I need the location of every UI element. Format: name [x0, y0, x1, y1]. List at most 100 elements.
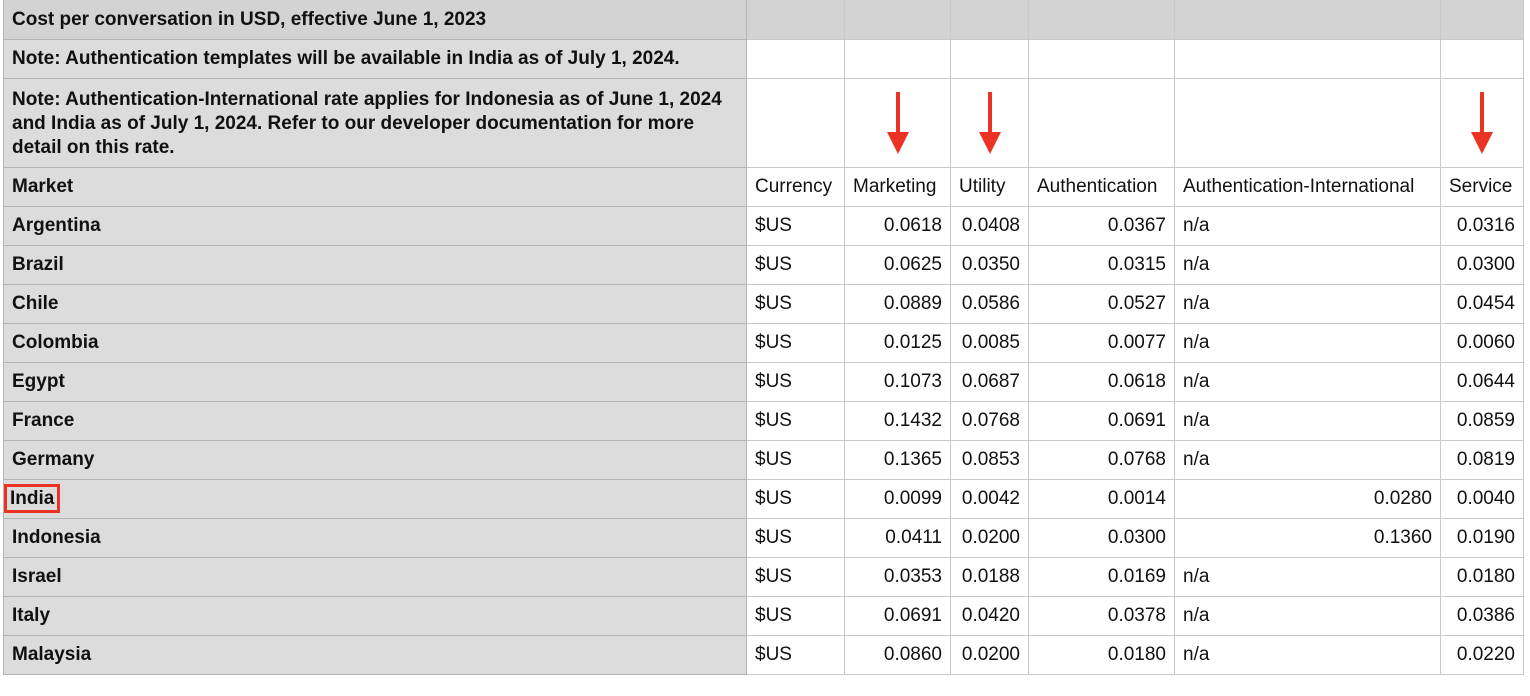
cell-service[interactable]: 0.0040 [1440, 479, 1524, 519]
cell-service[interactable]: 0.0454 [1440, 284, 1524, 324]
cell-auth-intl[interactable]: n/a [1174, 323, 1441, 363]
cell-currency[interactable]: $US [746, 635, 845, 675]
header-market[interactable]: Market [3, 167, 747, 207]
cell-utility[interactable]: 0.0420 [950, 596, 1029, 636]
market-cell[interactable]: Italy [3, 596, 747, 636]
cell-auth-intl[interactable]: n/a [1174, 401, 1441, 441]
cell-marketing[interactable]: 0.0860 [844, 635, 951, 675]
market-cell[interactable]: Egypt [3, 362, 747, 402]
market-cell[interactable]: Indonesia [3, 518, 747, 558]
cell-marketing[interactable]: 0.0691 [844, 596, 951, 636]
cell-marketing[interactable]: 0.0625 [844, 245, 951, 285]
cell-auth-intl[interactable]: 0.1360 [1174, 518, 1441, 558]
cell-authentication[interactable]: 0.0367 [1028, 206, 1175, 246]
market-cell[interactable]: Argentina [3, 206, 747, 246]
cell-marketing[interactable]: 0.1432 [844, 401, 951, 441]
cell-currency[interactable]: $US [746, 596, 845, 636]
cell-service[interactable]: 0.0060 [1440, 323, 1524, 363]
cell-utility[interactable]: 0.0200 [950, 518, 1029, 558]
cell-authentication[interactable]: 0.0768 [1028, 440, 1175, 480]
cell-currency[interactable]: $US [746, 323, 845, 363]
cell-authentication[interactable]: 0.0014 [1028, 479, 1175, 519]
header-authentication-international[interactable]: Authentication-International [1174, 167, 1441, 207]
cell-currency[interactable]: $US [746, 518, 845, 558]
cell-auth-intl[interactable]: n/a [1174, 635, 1441, 675]
empty-cell[interactable] [1028, 39, 1175, 79]
cell-authentication[interactable]: 0.0691 [1028, 401, 1175, 441]
cell-auth-intl[interactable]: n/a [1174, 206, 1441, 246]
cell-service[interactable]: 0.0644 [1440, 362, 1524, 402]
cell-marketing[interactable]: 0.1365 [844, 440, 951, 480]
cell-marketing[interactable]: 0.0099 [844, 479, 951, 519]
empty-cell[interactable] [950, 39, 1029, 79]
cell-currency[interactable]: $US [746, 557, 845, 597]
market-cell[interactable]: Israel [3, 557, 747, 597]
cell-currency[interactable]: $US [746, 479, 845, 519]
cell-auth-intl[interactable]: n/a [1174, 557, 1441, 597]
market-cell[interactable]: Chile [3, 284, 747, 324]
cell-authentication[interactable]: 0.0169 [1028, 557, 1175, 597]
arrow-cell-marketing[interactable] [844, 78, 951, 168]
cell-marketing[interactable]: 0.1073 [844, 362, 951, 402]
sheet-title[interactable]: Cost per conversation in USD, effective … [3, 0, 747, 40]
cell-authentication[interactable]: 0.0300 [1028, 518, 1175, 558]
cell-marketing[interactable]: 0.0125 [844, 323, 951, 363]
market-cell[interactable]: Germany [3, 440, 747, 480]
cell-service[interactable]: 0.0300 [1440, 245, 1524, 285]
market-cell[interactable]: France [3, 401, 747, 441]
cell-utility[interactable]: 0.0687 [950, 362, 1029, 402]
cell-authentication[interactable]: 0.0077 [1028, 323, 1175, 363]
cell-authentication[interactable]: 0.0618 [1028, 362, 1175, 402]
cell-service[interactable]: 0.0190 [1440, 518, 1524, 558]
cell-authentication[interactable]: 0.0378 [1028, 596, 1175, 636]
cell-authentication[interactable]: 0.0180 [1028, 635, 1175, 675]
market-cell[interactable]: Brazil [3, 245, 747, 285]
cell-utility[interactable]: 0.0200 [950, 635, 1029, 675]
arrow-cell-utility[interactable] [950, 78, 1029, 168]
empty-cell[interactable] [1174, 0, 1441, 40]
empty-cell[interactable] [1028, 78, 1175, 168]
empty-cell[interactable] [746, 39, 845, 79]
empty-cell[interactable] [1174, 78, 1441, 168]
cell-auth-intl[interactable]: 0.0280 [1174, 479, 1441, 519]
header-marketing[interactable]: Marketing [844, 167, 951, 207]
empty-cell[interactable] [1174, 39, 1441, 79]
cell-marketing[interactable]: 0.0618 [844, 206, 951, 246]
cell-service[interactable]: 0.0819 [1440, 440, 1524, 480]
cell-auth-intl[interactable]: n/a [1174, 596, 1441, 636]
cell-service[interactable]: 0.0859 [1440, 401, 1524, 441]
cell-utility[interactable]: 0.0768 [950, 401, 1029, 441]
empty-cell[interactable] [1028, 0, 1175, 40]
cell-marketing[interactable]: 0.0411 [844, 518, 951, 558]
cell-utility[interactable]: 0.0042 [950, 479, 1029, 519]
cell-service[interactable]: 0.0316 [1440, 206, 1524, 246]
empty-cell[interactable] [746, 0, 845, 40]
header-service[interactable]: Service [1440, 167, 1524, 207]
market-cell[interactable]: India [3, 479, 747, 519]
cell-service[interactable]: 0.0220 [1440, 635, 1524, 675]
cell-currency[interactable]: $US [746, 206, 845, 246]
cell-utility[interactable]: 0.0586 [950, 284, 1029, 324]
empty-cell[interactable] [950, 0, 1029, 40]
note-auth-india[interactable]: Note: Authentication templates will be a… [3, 39, 747, 79]
cell-auth-intl[interactable]: n/a [1174, 245, 1441, 285]
cell-utility[interactable]: 0.0085 [950, 323, 1029, 363]
cell-utility[interactable]: 0.0188 [950, 557, 1029, 597]
cell-service[interactable]: 0.0386 [1440, 596, 1524, 636]
cell-currency[interactable]: $US [746, 401, 845, 441]
empty-cell[interactable] [1440, 0, 1524, 40]
cell-authentication[interactable]: 0.0527 [1028, 284, 1175, 324]
empty-cell[interactable] [844, 0, 951, 40]
cell-currency[interactable]: $US [746, 284, 845, 324]
cell-auth-intl[interactable]: n/a [1174, 362, 1441, 402]
cell-service[interactable]: 0.0180 [1440, 557, 1524, 597]
empty-cell[interactable] [746, 78, 845, 168]
empty-cell[interactable] [844, 39, 951, 79]
header-utility[interactable]: Utility [950, 167, 1029, 207]
cell-utility[interactable]: 0.0350 [950, 245, 1029, 285]
cell-utility[interactable]: 0.0853 [950, 440, 1029, 480]
cell-auth-intl[interactable]: n/a [1174, 284, 1441, 324]
market-cell[interactable]: Malaysia [3, 635, 747, 675]
empty-cell[interactable] [1440, 39, 1524, 79]
cell-marketing[interactable]: 0.0889 [844, 284, 951, 324]
